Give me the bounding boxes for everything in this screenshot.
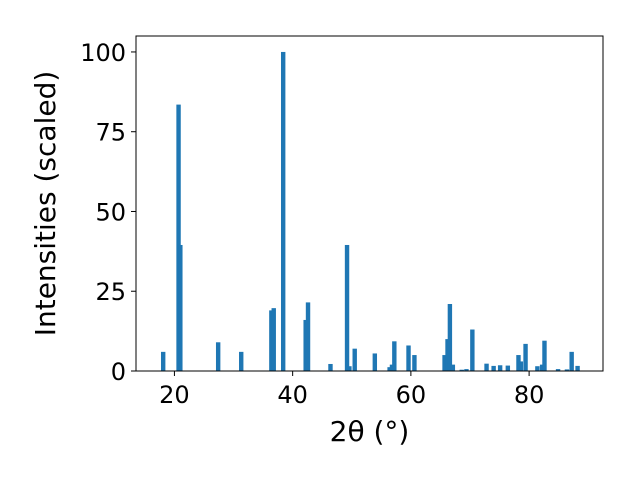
- bar: [392, 341, 397, 371]
- bar: [539, 364, 545, 371]
- x-axis-label: 2θ (°): [330, 415, 410, 448]
- bar: [575, 365, 580, 371]
- bar: [459, 369, 464, 371]
- x-tick-label: 80: [514, 381, 545, 409]
- bar: [447, 304, 453, 371]
- bar: [491, 365, 496, 371]
- bar: [176, 104, 181, 371]
- plot-frame: [135, 35, 604, 372]
- y-tick-label: 100: [80, 39, 126, 67]
- bar: [569, 351, 574, 371]
- bar: [497, 365, 503, 371]
- bar: [280, 51, 286, 371]
- bar: [347, 366, 352, 371]
- y-tick-label: 50: [95, 198, 126, 226]
- bar: [523, 343, 528, 371]
- bar: [160, 351, 166, 371]
- y-tick-label: 0: [111, 358, 126, 386]
- bar: [271, 308, 276, 371]
- bar: [344, 244, 350, 371]
- bars: [160, 51, 580, 371]
- bar: [239, 351, 244, 371]
- bar: [564, 369, 570, 371]
- y-tick-label: 75: [95, 119, 126, 147]
- bar: [464, 369, 469, 371]
- bar: [445, 339, 450, 371]
- bar: [450, 364, 456, 371]
- bar: [412, 355, 417, 371]
- bar: [305, 302, 311, 371]
- bar: [328, 363, 333, 371]
- y-axis-ticks: 0 25 50 75 100: [80, 39, 136, 386]
- bar: [178, 244, 183, 371]
- bar: [372, 353, 378, 371]
- bar: [484, 363, 489, 371]
- x-tick-label: 40: [277, 381, 308, 409]
- bar: [505, 365, 511, 371]
- y-axis-label: Intensities (scaled): [29, 71, 62, 337]
- bar: [387, 367, 392, 371]
- bar: [269, 310, 274, 371]
- bar: [352, 348, 357, 371]
- bar: [442, 355, 447, 371]
- bar: [470, 329, 475, 371]
- bar: [215, 342, 221, 371]
- bar: [542, 340, 547, 371]
- bar: [518, 361, 524, 371]
- x-axis-ticks: 20 40 60 80: [159, 371, 544, 409]
- x-tick-label: 60: [396, 381, 427, 409]
- bar: [516, 355, 521, 371]
- bar: [303, 319, 308, 371]
- bar: [535, 366, 540, 371]
- bar: [555, 369, 561, 371]
- bar: [389, 364, 395, 371]
- y-tick-label: 25: [95, 278, 126, 306]
- bar: [406, 345, 411, 371]
- x-tick-label: 20: [159, 381, 190, 409]
